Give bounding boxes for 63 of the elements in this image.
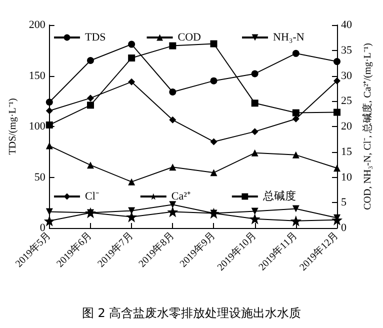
y-tick-label: 200 <box>28 19 46 31</box>
point <box>251 208 258 215</box>
y2-tick-label: 0 <box>341 222 347 234</box>
point <box>128 207 136 214</box>
point <box>167 206 178 218</box>
y2-tick-label: 30 <box>341 70 352 82</box>
y-axis-title: TDS/(mg·L⁻¹) <box>8 98 18 155</box>
point <box>86 94 94 102</box>
point <box>86 162 94 169</box>
legend-label: TDS <box>85 32 106 44</box>
legend-label: COD <box>178 32 202 44</box>
point <box>169 116 176 124</box>
y2-tick-label: 40 <box>341 19 352 31</box>
y2-tick-label: 20 <box>341 120 352 132</box>
point <box>86 57 94 64</box>
y2-tick-label: 35 <box>341 44 352 56</box>
point <box>210 77 218 84</box>
point <box>128 40 136 48</box>
point <box>292 115 300 122</box>
legend-label: Ca²⁺ <box>171 190 191 202</box>
point <box>169 164 176 171</box>
point <box>128 78 136 86</box>
y2-tick-label: 25 <box>341 95 352 108</box>
y2-axis-title: COD, NH₃-N, Cl⁻, 总碱度, Ca²⁺/(mg·L⁻¹) <box>362 43 374 210</box>
point <box>290 215 302 226</box>
y2-tick-label: 10 <box>341 171 352 184</box>
point <box>251 100 258 107</box>
point <box>249 213 260 224</box>
y2-tick-label: 15 <box>341 146 352 158</box>
point <box>334 164 340 172</box>
point <box>46 142 53 150</box>
legend-label: Cl⁻ <box>85 190 100 202</box>
point <box>334 58 340 66</box>
point <box>210 138 218 146</box>
point <box>128 54 136 62</box>
y-tick-label: 100 <box>28 120 46 132</box>
point <box>128 178 136 186</box>
point <box>169 201 176 208</box>
point <box>44 215 55 226</box>
point <box>169 42 176 50</box>
point <box>251 149 258 156</box>
point <box>292 151 300 158</box>
point <box>86 102 94 109</box>
point <box>126 211 138 222</box>
point <box>251 70 258 78</box>
legend-label: 总碱度 <box>262 190 296 202</box>
text: 图 2 高含盐废水零排放处理设施出水水质 <box>82 306 302 320</box>
point <box>334 77 340 84</box>
y-tick-label: 150 <box>28 70 46 82</box>
point <box>46 98 53 106</box>
legend-label: NH₃-N <box>273 32 304 44</box>
point <box>46 107 53 114</box>
point <box>210 40 218 48</box>
point <box>334 108 340 116</box>
point <box>46 208 53 216</box>
point <box>292 50 300 57</box>
point <box>210 169 218 176</box>
point <box>251 128 258 136</box>
point <box>292 109 300 116</box>
point <box>292 205 300 212</box>
y2-tick-label: 5 <box>341 196 347 209</box>
point <box>169 88 176 96</box>
y-tick-label: 50 <box>34 171 46 184</box>
